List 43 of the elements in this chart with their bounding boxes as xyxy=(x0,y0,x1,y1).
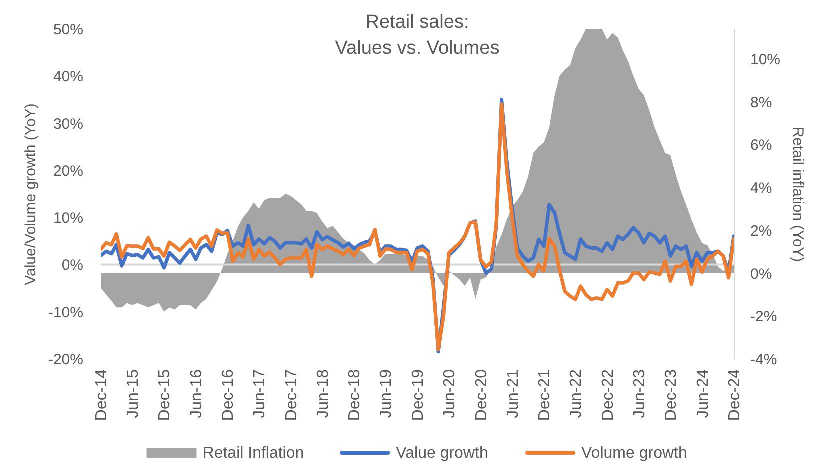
x-tick-label: Jun-24 xyxy=(694,369,712,418)
y-tick-label: 10% xyxy=(53,210,84,228)
y-tick-label: -10% xyxy=(48,304,84,322)
y-axis-title: Value/Volume growth (YoY) xyxy=(22,104,40,286)
x-tick-label: Jun-19 xyxy=(378,369,396,418)
legend-label: Volume growth xyxy=(582,445,688,462)
x-tick-label: Dec-22 xyxy=(600,369,617,422)
y2-tick-label: -4% xyxy=(750,352,778,368)
legend-label: Value growth xyxy=(396,445,488,462)
x-tick-label: Dec-18 xyxy=(346,369,364,422)
y2-tick-label: 10% xyxy=(750,52,781,68)
x-tick-label: Dec-19 xyxy=(410,369,427,422)
y2-tick-label: 2% xyxy=(750,222,772,240)
x-tick-label: Dec-15 xyxy=(156,369,174,422)
x-tick-label: Dec-21 xyxy=(536,369,554,422)
y-tick-label: -20% xyxy=(48,352,84,368)
x-tick-label: Jun-21 xyxy=(504,369,522,418)
x-tick-label: Jun-20 xyxy=(442,369,459,418)
y2-tick-label: -2% xyxy=(750,308,778,326)
x-tick-label: Jun-16 xyxy=(188,369,206,418)
y-tick-label: 30% xyxy=(53,116,84,133)
x-tick-label: Jun-17 xyxy=(252,369,269,418)
x-tick-label: Jun-18 xyxy=(314,369,332,418)
x-tick-label: Dec-14 xyxy=(94,369,110,422)
y-tick-label: 40% xyxy=(53,68,84,86)
x-tick-label: Dec-20 xyxy=(473,369,490,422)
legend-label: Retail Inflation xyxy=(202,445,304,462)
x-tick-label: Dec-23 xyxy=(663,369,680,422)
y-tick-label: 0% xyxy=(62,257,84,274)
chart-title: Retail sales: Values vs. Volumes xyxy=(335,12,500,59)
x-tick-label: Dec-24 xyxy=(726,369,744,422)
y2-tick-label: 6% xyxy=(750,137,772,154)
x-tick-label: Dec-17 xyxy=(283,369,300,422)
y-tick-label: 20% xyxy=(53,162,84,180)
x-tick-label: Jun-22 xyxy=(568,369,586,418)
y2-tick-label: 4% xyxy=(750,180,772,198)
y2-axis-title: Retail inflation (YoY) xyxy=(790,126,807,262)
y-tick-label: 50% xyxy=(53,22,84,38)
x-tick-label: Jun-23 xyxy=(631,369,648,418)
y2-tick-label: 0% xyxy=(750,266,772,283)
y2-tick-label: 8% xyxy=(750,94,772,112)
x-tick-label: Dec-16 xyxy=(220,369,238,422)
x-tick-label: Jun-15 xyxy=(125,369,142,418)
